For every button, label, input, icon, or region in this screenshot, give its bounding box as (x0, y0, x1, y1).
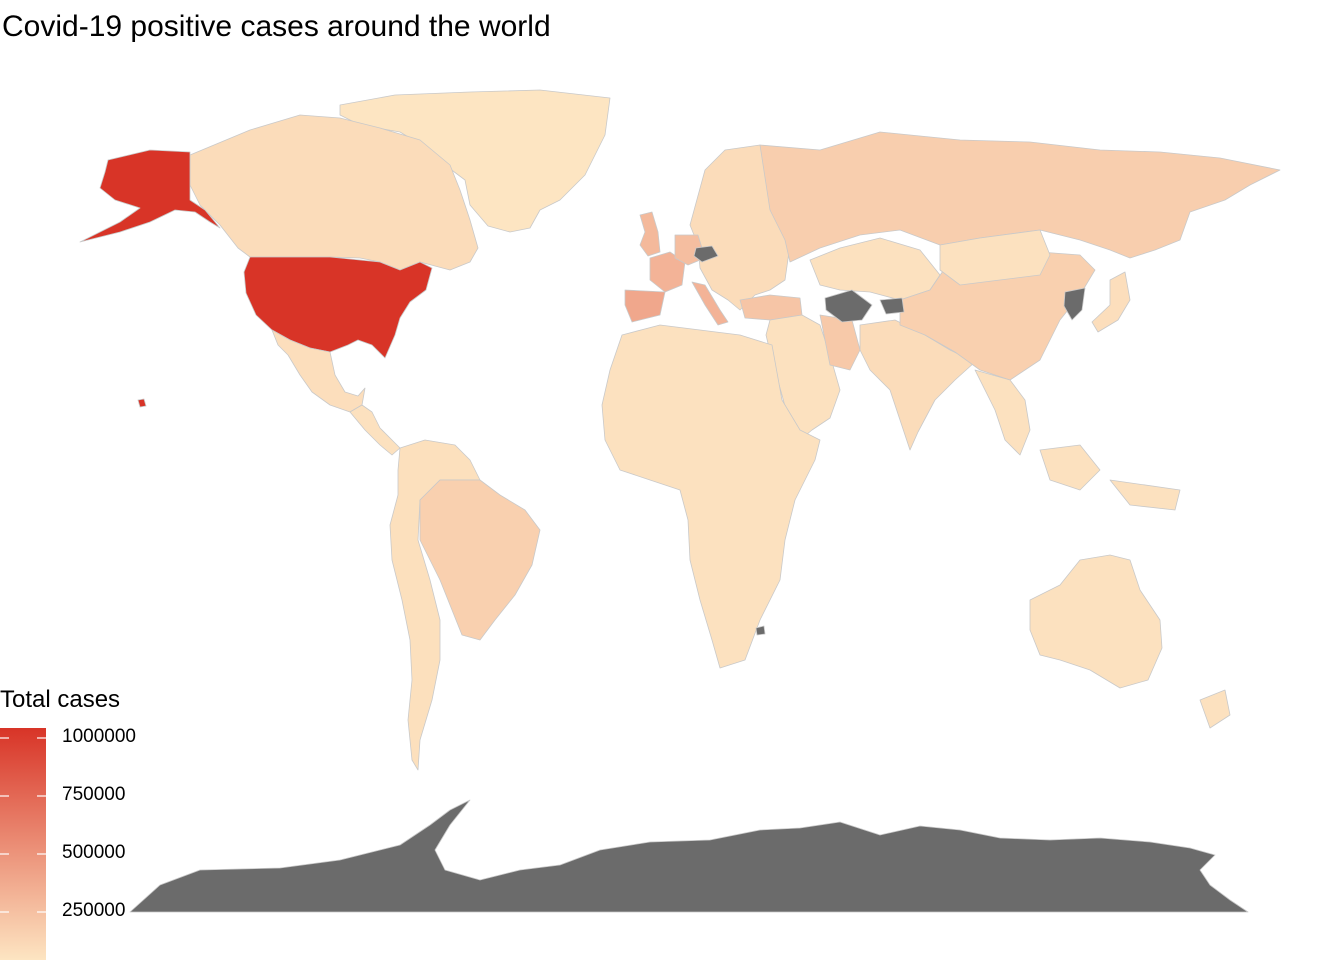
map-title: Covid-19 positive cases around the world (2, 10, 551, 43)
region-hawaii (137, 398, 147, 408)
region-france (649, 251, 686, 293)
region-turkmenistan (824, 289, 873, 323)
region-italy (691, 281, 729, 326)
region-lesotho (755, 625, 766, 636)
region-mexico (271, 329, 366, 413)
region-south-america (389, 439, 481, 771)
region-antarctica (129, 799, 1249, 913)
region-tajikistan (879, 297, 905, 315)
region-uk (639, 211, 661, 257)
legend-tick-label: 500000 (62, 842, 126, 863)
region-brazil (419, 479, 541, 641)
region-spain (624, 289, 666, 323)
region-north-korea (1063, 287, 1086, 321)
region-se-asia (974, 369, 1181, 511)
region-greenland (339, 89, 611, 233)
region-czech-republic (693, 245, 719, 263)
legend-tick-label: 1000000 (62, 726, 136, 747)
region-alaska (79, 149, 221, 243)
region-central-america (349, 404, 401, 456)
region-canada (189, 114, 479, 271)
countries-layer (79, 89, 1281, 913)
region-australia (1029, 554, 1231, 729)
legend (0, 728, 46, 960)
region-mongolia (939, 229, 1051, 286)
region-africa (601, 324, 821, 669)
region-central-asia (809, 237, 941, 301)
region-russia (759, 131, 1281, 263)
legend-tick-label: 750000 (62, 784, 126, 805)
region-japan (1091, 271, 1131, 333)
legend-ticks (0, 737, 46, 913)
legend-tick-label: 250000 (62, 900, 126, 921)
region-usa (243, 256, 433, 359)
legend-colorbar (0, 728, 46, 960)
legend-title: Total cases (0, 686, 121, 713)
region-europe (689, 144, 791, 311)
